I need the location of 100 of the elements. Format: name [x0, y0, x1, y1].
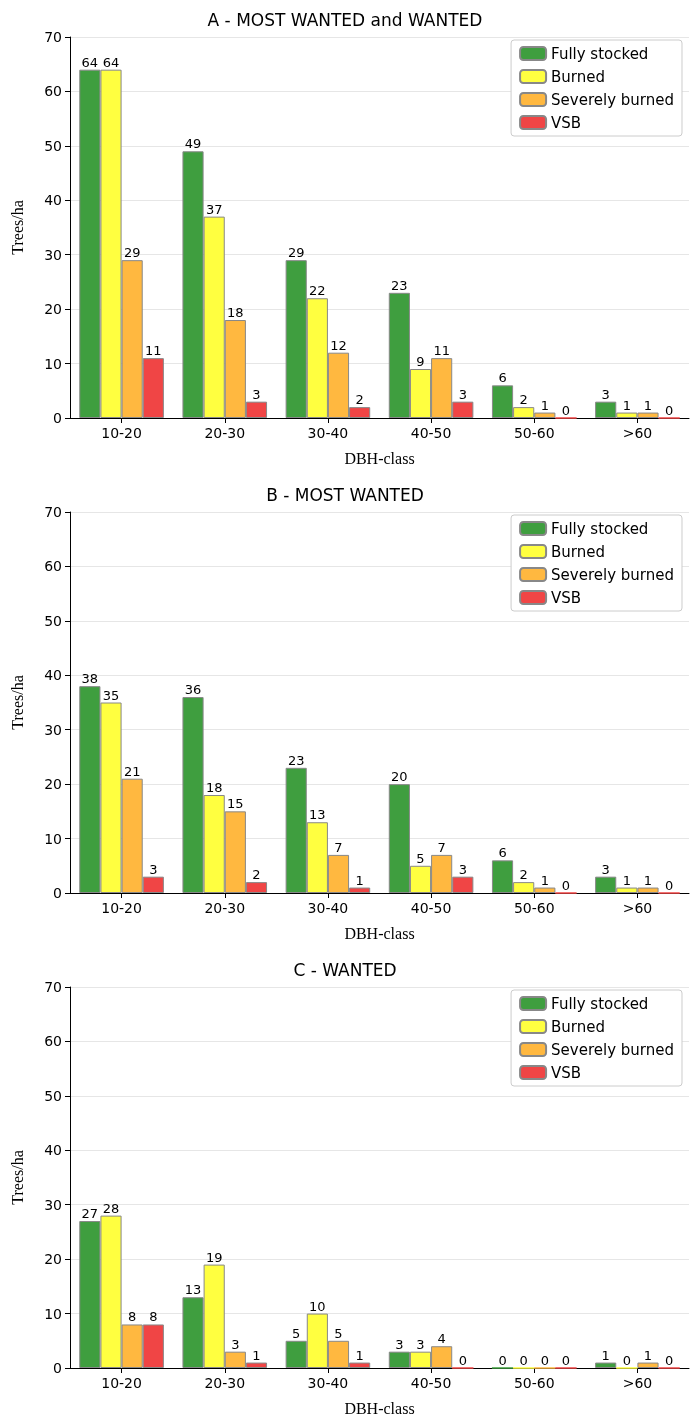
- data-label: 0: [561, 1352, 571, 1368]
- data-label: 20: [391, 769, 408, 785]
- data-label: 23: [391, 277, 408, 293]
- data-label: 2: [252, 867, 261, 883]
- y-tick-label: 50: [44, 1087, 62, 1104]
- y-tick-label: 50: [44, 612, 62, 629]
- data-label: 1: [252, 1347, 261, 1363]
- y-tick-label: 20: [44, 776, 62, 793]
- data-label: 29: [287, 245, 305, 261]
- data-label: 38: [81, 671, 99, 687]
- data-label: 37: [205, 201, 223, 217]
- data-label: 1: [355, 872, 364, 888]
- data-label: 4: [437, 1331, 446, 1347]
- x-axis-title: DBH-class: [344, 924, 415, 942]
- legend-label: VSB: [551, 113, 582, 132]
- x-tick-label: 20-30: [204, 1375, 246, 1391]
- x-tick-label: 10-20: [101, 900, 142, 916]
- x-tick-label: 10-20: [101, 425, 142, 441]
- data-label: 3: [149, 861, 158, 877]
- chart-title: A - MOST WANTED and WANTED: [207, 9, 483, 30]
- x-tick-label: 20-30: [204, 900, 246, 916]
- data-label: 3: [416, 1336, 425, 1352]
- data-label: 3: [601, 861, 610, 877]
- data-label: 7: [437, 839, 446, 855]
- x-tick-label: 50-60: [513, 900, 555, 916]
- data-label: 11: [145, 343, 162, 359]
- data-label: 1: [643, 872, 653, 888]
- y-tick-label: 60: [44, 1033, 62, 1050]
- data-label: 8: [149, 1309, 158, 1325]
- data-label: 19: [205, 1249, 223, 1265]
- data-label: 1: [622, 397, 631, 413]
- y-tick-label: 70: [44, 979, 62, 995]
- data-label: 64: [102, 54, 120, 70]
- data-label: 0: [665, 402, 674, 418]
- chart-title: C - WANTED: [293, 959, 397, 980]
- data-label: 0: [498, 1352, 507, 1368]
- data-label: 3: [458, 861, 467, 877]
- data-label: 2: [355, 392, 364, 408]
- x-tick-label: 10-20: [101, 1375, 142, 1391]
- data-label: 15: [227, 796, 244, 812]
- chart-title: B - MOST WANTED: [266, 484, 424, 505]
- data-label: 2: [519, 867, 528, 883]
- legend-label: Fully stocked: [551, 994, 649, 1013]
- y-tick-label: 10: [44, 1305, 62, 1322]
- y-tick-label: 70: [44, 29, 62, 45]
- x-axis-title: DBH-class: [344, 449, 415, 467]
- x-tick-label: 40-50: [410, 900, 452, 916]
- y-axis-title: Trees/ha: [8, 1150, 26, 1205]
- data-label: 3: [601, 386, 610, 402]
- legend-label: Severely burned: [551, 1040, 675, 1059]
- legend-label: Severely burned: [551, 90, 675, 109]
- data-label: 36: [184, 682, 202, 698]
- data-label: 1: [643, 1347, 653, 1363]
- y-tick-label: 60: [44, 558, 62, 575]
- data-label: 21: [123, 763, 141, 779]
- x-tick-label: 40-50: [410, 1375, 452, 1391]
- data-label: 13: [184, 1282, 202, 1298]
- bar: [595, 1362, 617, 1368]
- legend-label: Fully stocked: [551, 519, 649, 538]
- x-axis-title: DBH-class: [344, 1399, 415, 1417]
- data-label: 18: [205, 780, 223, 796]
- y-tick-label: 40: [44, 192, 62, 209]
- y-tick-label: 30: [44, 246, 62, 263]
- data-label: 1: [540, 872, 549, 888]
- x-tick-label: >60: [622, 1375, 653, 1391]
- x-tick-label: 30-40: [307, 1375, 349, 1391]
- data-label: 8: [128, 1309, 137, 1325]
- y-tick-label: 40: [44, 1142, 62, 1159]
- legend-label: Severely burned: [551, 565, 675, 584]
- data-label: 49: [184, 136, 202, 152]
- data-label: 1: [622, 872, 631, 888]
- x-tick-label: 50-60: [513, 425, 555, 441]
- data-label: 23: [287, 752, 305, 768]
- data-label: 28: [102, 1200, 120, 1216]
- x-tick-label: 50-60: [513, 1375, 555, 1391]
- x-tick-label: 40-50: [410, 425, 452, 441]
- legend-label: Burned: [551, 1017, 606, 1036]
- data-label: 1: [643, 397, 653, 413]
- data-label: 1: [601, 1347, 610, 1363]
- data-label: 6: [498, 370, 507, 386]
- y-tick-label: 50: [44, 137, 62, 154]
- data-label: 0: [561, 402, 571, 418]
- data-label: 35: [102, 687, 120, 703]
- y-axis-title: Trees/ha: [8, 200, 26, 255]
- data-label: 1: [355, 1347, 364, 1363]
- data-label: 3: [252, 386, 261, 402]
- data-label: 3: [458, 386, 467, 402]
- y-tick-label: 0: [53, 885, 62, 901]
- y-tick-label: 30: [44, 721, 62, 738]
- legend-label: VSB: [551, 1063, 582, 1082]
- data-label: 22: [309, 283, 326, 299]
- y-tick-label: 20: [44, 301, 62, 318]
- data-label: 0: [665, 1352, 674, 1368]
- y-tick-label: 0: [53, 1360, 62, 1376]
- x-tick-label: >60: [622, 425, 653, 441]
- bar: [637, 1362, 659, 1368]
- legend-label: VSB: [551, 588, 582, 607]
- data-label: 2: [519, 392, 528, 408]
- data-label: 18: [227, 305, 244, 321]
- data-label: 0: [665, 877, 674, 893]
